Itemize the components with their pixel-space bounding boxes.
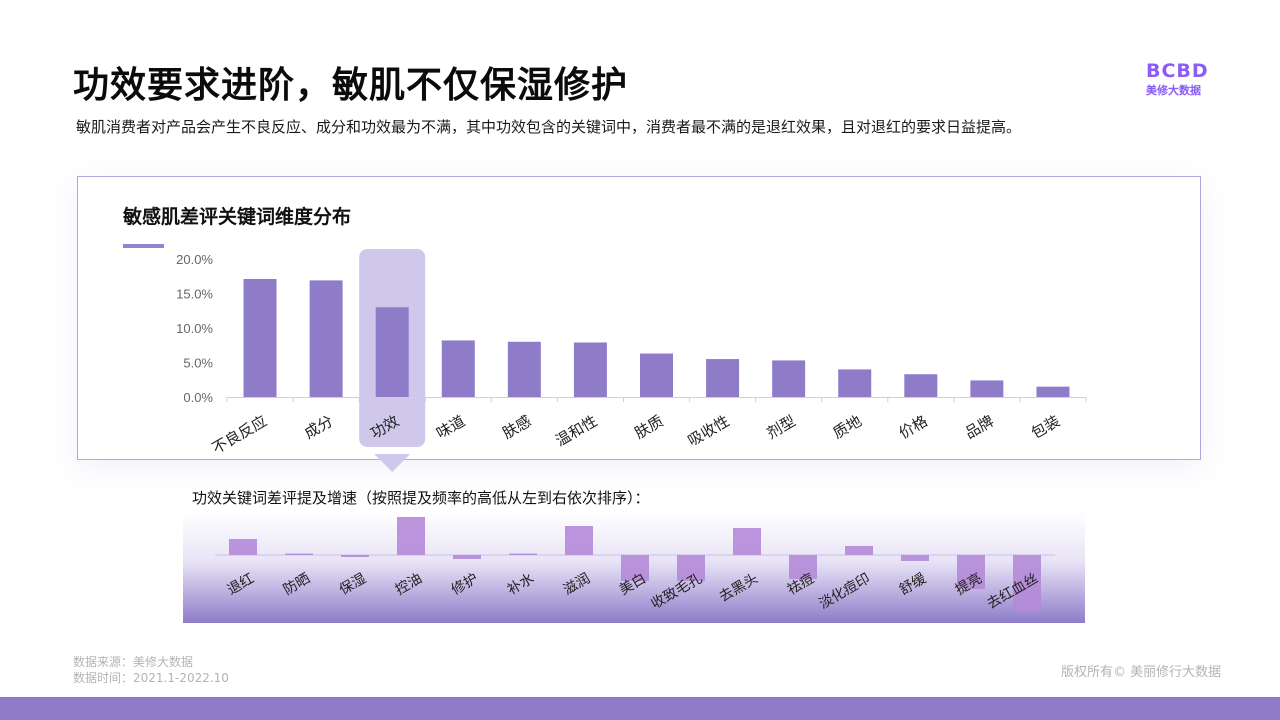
x-tick-label: 品牌 <box>962 412 997 443</box>
bar <box>441 340 475 397</box>
bar <box>706 359 740 397</box>
bar <box>772 360 806 397</box>
sub-bar <box>565 526 593 555</box>
sub-chart-title: 功效关键词差评提及增速（按照提及频率的高低从左到右依次排序）： <box>192 489 650 507</box>
sub-bar <box>677 555 705 581</box>
logo-text: 美修大数据 <box>1146 84 1201 97</box>
x-tick-label: 肤质 <box>632 412 667 443</box>
sub-bar <box>621 555 649 581</box>
x-tick-label: 剂型 <box>764 412 799 443</box>
x-tick-label: 吸收性 <box>685 412 733 450</box>
sub-bar <box>733 528 761 555</box>
x-tick-label: 肤感 <box>499 412 534 443</box>
y-tick-label: 20.0% <box>176 252 213 267</box>
sub-bar <box>1013 555 1041 611</box>
brand-logo: BCBD 美修大数据 <box>1140 60 1220 100</box>
bar <box>243 279 277 397</box>
x-tick-label: 成分 <box>301 412 336 443</box>
highlight-pointer <box>374 454 411 472</box>
x-tick-label: 温和性 <box>552 412 600 450</box>
bar <box>375 307 409 397</box>
sub-bar <box>901 555 929 561</box>
title-underline <box>123 244 164 248</box>
x-tick-label: 味道 <box>433 412 468 443</box>
x-tick-label: 不良反应 <box>209 412 270 458</box>
copyright: 版权所有© 美丽修行大数据 <box>1061 665 1222 680</box>
source-line: 数据来源：美修大数据 <box>73 655 194 669</box>
y-tick-label: 10.0% <box>176 321 213 336</box>
y-tick-label: 5.0% <box>183 356 213 371</box>
bar <box>970 380 1004 397</box>
sub-bar <box>957 555 985 589</box>
bar <box>838 369 872 397</box>
x-tick-label: 价格 <box>896 412 931 443</box>
y-tick-label: 15.0% <box>176 287 213 302</box>
sub-bar <box>453 555 481 559</box>
bar <box>309 280 343 397</box>
date-line: 数据时间：2021.1-2022.10 <box>73 671 229 685</box>
footer-bar <box>0 697 1280 720</box>
x-tick-label: 包装 <box>1028 412 1063 443</box>
sub-bar <box>509 553 537 555</box>
bar <box>1036 386 1070 397</box>
sub-bar <box>229 539 257 555</box>
bar <box>573 342 607 397</box>
bar <box>507 341 541 397</box>
sub-bar <box>397 517 425 555</box>
page-title: 功效要求进阶，敏肌不仅保湿修护 <box>73 65 629 106</box>
data-source: 数据来源：美修大数据 数据时间：2021.1-2022.10 <box>73 654 229 686</box>
y-tick-label: 0.0% <box>183 390 213 405</box>
logo-mark: BCBD <box>1146 60 1209 82</box>
sub-bar <box>341 555 369 557</box>
sub-bar <box>789 555 817 579</box>
sub-bar <box>285 553 313 555</box>
x-tick-label: 质地 <box>830 412 865 443</box>
bar <box>904 374 938 397</box>
bar <box>640 353 673 397</box>
page-subtitle: 敏肌消费者对产品会产生不良反应、成分和功效最为不满，其中功效包含的关键词中，消费… <box>76 118 1022 136</box>
sub-bar <box>845 546 873 555</box>
main-chart-title: 敏感肌差评关键词维度分布 <box>123 206 352 228</box>
